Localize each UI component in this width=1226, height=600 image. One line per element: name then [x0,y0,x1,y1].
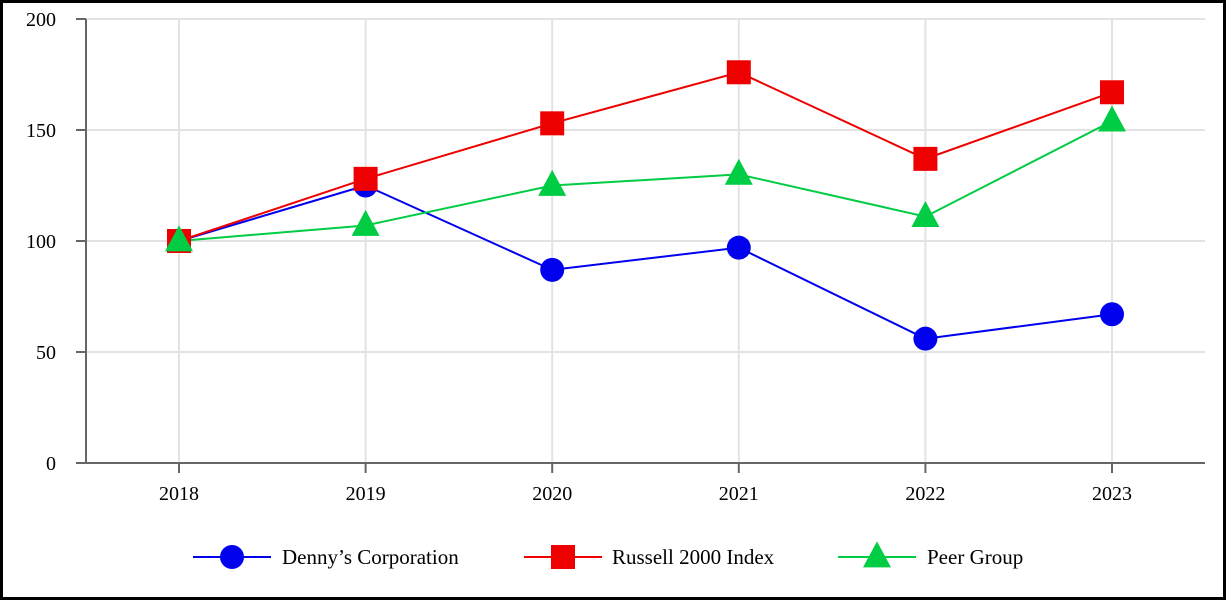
data-point [353,166,378,191]
series-line [178,184,1113,340]
data-point [724,158,753,185]
legend-marker [551,545,575,569]
series-markers-0 [167,173,1124,351]
y-axis-ticks: 0 50 100 150 200 [26,9,86,475]
x-tick-label: 2023 [1092,483,1132,505]
data-point [726,60,751,85]
x-axis-ticks: 2018 2019 2020 2021 2022 2023 [159,463,1132,505]
data-point [726,235,751,260]
series-1 [178,71,1113,242]
legend-label: Russell 2000 Index [612,545,775,569]
y-tick-label: 200 [26,9,56,31]
x-tick-label: 2019 [346,483,386,505]
series-markers-2 [165,105,1126,252]
legend-marker [863,541,891,568]
data-point [911,200,940,227]
data-point [913,326,938,351]
legend-marker [220,545,244,569]
data-point [538,169,567,196]
series-2 [178,120,1113,242]
data-point [165,225,193,252]
x-tick-label: 2022 [905,483,945,505]
x-tick-label: 2021 [719,483,759,505]
y-tick-label: 50 [36,342,56,364]
series-markers-1 [167,60,1124,253]
y-tick-label: 100 [26,231,56,253]
x-tick-label: 2020 [532,483,572,505]
data-point [1100,80,1124,105]
data-point [1100,302,1124,327]
series-line [178,120,1113,242]
legend: Denny’s Corporation Russell 2000 Index Pee… [193,541,1023,569]
y-tick-label: 150 [26,120,56,142]
x-tick-label: 2018 [159,483,199,505]
data-point [913,146,938,171]
legend-label: Denny’s Corporation [282,545,459,569]
data-point [540,111,565,136]
legend-label: Peer Group [927,545,1023,569]
series-group [165,60,1126,351]
y-tick-label: 0 [46,453,56,475]
data-point [351,209,380,236]
series-0 [178,184,1113,340]
gridlines [86,18,1205,463]
data-point [540,257,565,282]
legend-item: Peer Group [838,541,1023,569]
series-line [178,71,1113,242]
legend-item: Denny’s Corporation [193,545,459,569]
legend-item: Russell 2000 Index [524,545,775,569]
data-point [1098,105,1126,132]
